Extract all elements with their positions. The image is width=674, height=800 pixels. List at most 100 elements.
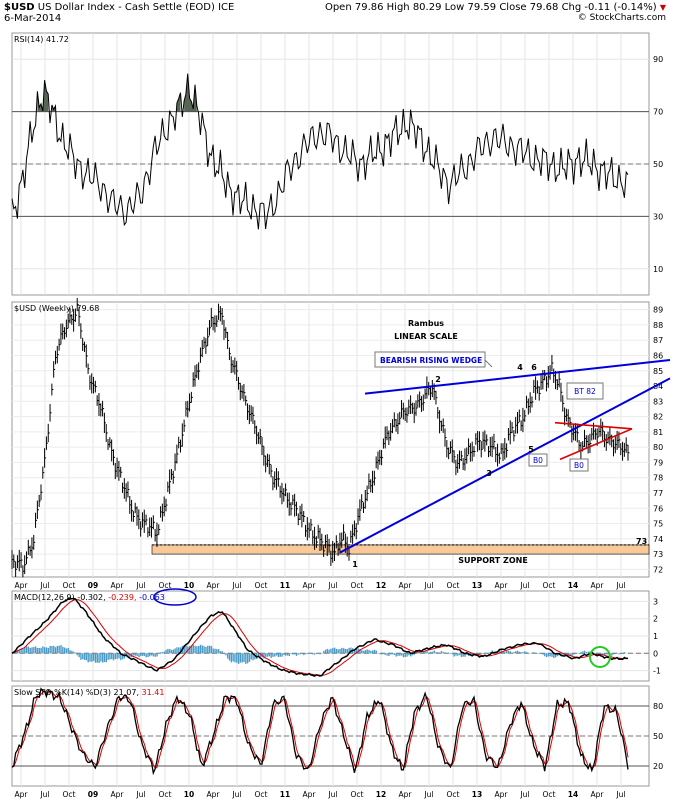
stochastic-x-tick-label: Oct bbox=[63, 790, 76, 799]
wave-label-6: 6 bbox=[531, 363, 537, 372]
stochastic-x-tick-label: 09 bbox=[88, 790, 98, 799]
macd-histogram-bar bbox=[205, 646, 207, 654]
macd-histogram-bar bbox=[183, 645, 185, 654]
macd-histogram-bar bbox=[600, 653, 602, 655]
price-x-tick-label: Apr bbox=[495, 581, 509, 590]
macd-histogram-bar bbox=[323, 651, 325, 654]
macd-histogram-bar bbox=[156, 653, 158, 657]
macd-histogram-bar bbox=[518, 651, 521, 654]
price-x-tick-label: Oct bbox=[63, 581, 76, 590]
wave-label-1: 1 bbox=[352, 560, 358, 569]
wedge-callout-label: BEARISH RISING WEDGE bbox=[380, 356, 482, 365]
macd-histogram-bar bbox=[390, 653, 392, 655]
macd-histogram-bar bbox=[458, 653, 461, 656]
stochastic-x-tick-label: Jul bbox=[327, 790, 337, 799]
macd-histogram-bar bbox=[236, 653, 238, 663]
rsi-y-tick-label: 70 bbox=[653, 108, 663, 117]
macd-histogram-bar bbox=[522, 651, 524, 654]
price-x-tick-label: 12 bbox=[376, 581, 386, 590]
macd-histogram-bar bbox=[545, 653, 548, 658]
stochastic-x-tick-label: 14 bbox=[568, 790, 578, 799]
price-y-tick-label: 89 bbox=[653, 306, 663, 315]
macd-histogram-bar bbox=[254, 653, 256, 660]
macd-histogram-bar bbox=[228, 653, 231, 661]
macd-line bbox=[11, 597, 628, 677]
macd-histogram-bar bbox=[51, 645, 53, 654]
macd-histogram-bar bbox=[428, 652, 430, 654]
price-x-tick-label: Oct bbox=[543, 581, 556, 590]
macd-histogram-bar bbox=[464, 653, 466, 657]
support-zone-band bbox=[151, 544, 650, 555]
price-y-tick-label: 73 bbox=[653, 550, 663, 559]
rsi-y-tick-label: 90 bbox=[653, 55, 663, 64]
macd-histogram-bar bbox=[482, 653, 484, 655]
stochastic-k-value: 21.07, bbox=[114, 688, 142, 697]
price-x-tick-label: Jul bbox=[135, 581, 145, 590]
macd-histogram-bar bbox=[455, 653, 457, 656]
macd-histogram-bar bbox=[466, 653, 468, 655]
macd-y-tick-label: -1 bbox=[653, 667, 661, 676]
macd-histogram-bar bbox=[248, 653, 251, 662]
macd-histogram-bar bbox=[448, 652, 450, 654]
stochastic-x-tick-label: Oct bbox=[255, 790, 268, 799]
macd-histogram-bar bbox=[283, 653, 285, 656]
price-x-tick-label: Apr bbox=[303, 581, 317, 590]
macd-histogram-bar bbox=[103, 653, 106, 663]
macd-histogram-bar bbox=[120, 653, 122, 661]
macd-histogram-bar bbox=[531, 652, 533, 654]
stochastic-x-tick-label: Apr bbox=[111, 790, 125, 799]
macd-histogram-bar bbox=[34, 646, 37, 654]
macd-histogram-bar bbox=[53, 645, 55, 654]
macd-histogram-bar bbox=[263, 653, 265, 659]
macd-histogram-bar bbox=[332, 648, 334, 654]
price-legend: $USD (Weekly) 79.68 bbox=[14, 304, 99, 313]
price-x-tick-label: Jul bbox=[423, 581, 433, 590]
macd-histogram-bar bbox=[114, 653, 117, 660]
price-x-tick-label: Oct bbox=[159, 581, 172, 590]
macd-histogram-bar bbox=[312, 653, 314, 655]
macd-histogram-bar bbox=[42, 646, 44, 654]
macd-histogram-bar bbox=[524, 651, 526, 654]
macd-histogram-bar bbox=[582, 651, 584, 654]
triangle-upper-line bbox=[554, 421, 633, 430]
macd-histogram-bar bbox=[333, 647, 336, 654]
price-y-tick-label: 87 bbox=[653, 336, 663, 345]
macd-histogram-bar bbox=[44, 647, 46, 654]
macd-histogram-bar bbox=[121, 653, 124, 660]
macd-histogram-bar bbox=[31, 647, 33, 654]
macd-histogram-bar bbox=[129, 653, 131, 658]
macd-histogram-bar bbox=[40, 647, 42, 654]
macd-histogram-bar bbox=[281, 653, 283, 657]
macd-histogram-bar bbox=[274, 653, 276, 657]
macd-histogram-bar bbox=[411, 653, 414, 656]
stochastic-k-line bbox=[11, 687, 629, 776]
macd-histogram-bar bbox=[230, 653, 233, 663]
b0-callout-box-left bbox=[528, 453, 548, 467]
macd-histogram-bar bbox=[342, 648, 345, 654]
macd-histogram-bar bbox=[237, 653, 240, 664]
macd-histogram-bar bbox=[290, 653, 292, 655]
stochastic-x-tick-label: Apr bbox=[15, 790, 29, 799]
rsi-legend: RSI(14) 41.72 bbox=[14, 35, 69, 44]
macd-histogram-bar bbox=[620, 653, 622, 654]
price-y-tick-label: 74 bbox=[653, 535, 663, 544]
price-x-tick-label: Jul bbox=[231, 581, 241, 590]
macd-histogram-bar bbox=[212, 648, 214, 654]
macd-histogram-bar bbox=[612, 653, 615, 655]
price-x-tick-label: Apr bbox=[591, 581, 605, 590]
macd-legend-value: -0.302, bbox=[77, 593, 108, 602]
price-y-tick-label: 84 bbox=[653, 382, 663, 391]
macd-histogram-bar bbox=[143, 653, 146, 656]
macd-histogram-bar bbox=[257, 653, 260, 657]
macd-legend-prefix: MACD(12,26,9) bbox=[14, 593, 77, 602]
macd-histogram-bar bbox=[270, 653, 272, 658]
macd-histogram-bar bbox=[614, 653, 617, 654]
macd-histogram-bar bbox=[306, 653, 309, 655]
macd-histogram-bar bbox=[294, 653, 296, 655]
macd-histogram-bar bbox=[16, 650, 19, 654]
macd-histogram-bar bbox=[169, 649, 171, 654]
stochastic-x-tick-label: Jul bbox=[615, 790, 625, 799]
macd-histogram-bar bbox=[565, 653, 568, 654]
macd-histogram-bar bbox=[20, 649, 22, 654]
